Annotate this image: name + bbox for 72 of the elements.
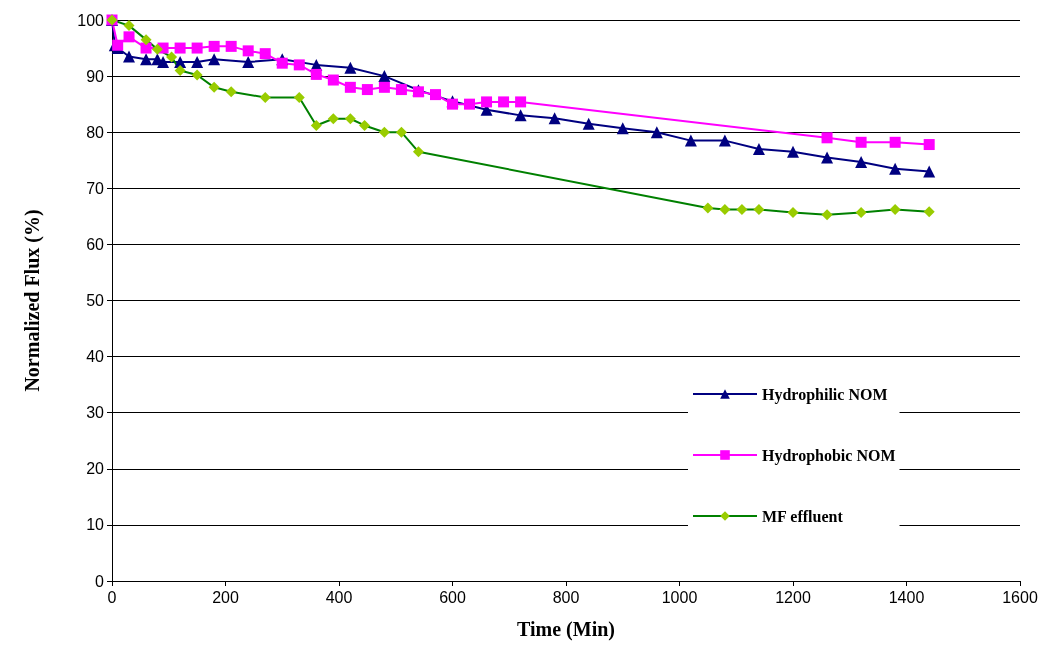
point — [242, 45, 254, 57]
point — [259, 48, 271, 60]
point — [395, 84, 407, 96]
point — [293, 59, 305, 71]
point — [344, 81, 356, 93]
point — [684, 134, 697, 147]
y-tick-label: 0 — [95, 572, 105, 590]
point — [752, 143, 765, 156]
y-tick-label: 40 — [86, 348, 105, 366]
x-tick-label: 1600 — [1002, 588, 1038, 606]
point — [157, 56, 170, 69]
point — [378, 70, 391, 83]
point — [123, 31, 135, 43]
point — [208, 40, 220, 52]
x-tick-label: 1200 — [775, 588, 811, 606]
point — [276, 57, 288, 69]
point — [889, 162, 902, 175]
point — [821, 151, 834, 164]
point — [821, 132, 833, 144]
x-tick-label: 200 — [212, 588, 239, 606]
x-tick-label: 0 — [107, 588, 117, 606]
legend-label: Hydrophobic NOM — [762, 446, 896, 465]
y-tick-label: 100 — [77, 11, 105, 29]
x-tick-label: 800 — [552, 588, 580, 606]
x-tick-label: 600 — [439, 588, 466, 606]
x-tick-label: 400 — [325, 588, 353, 606]
point — [464, 98, 476, 110]
point — [174, 42, 186, 54]
point — [855, 155, 868, 168]
point — [650, 126, 663, 139]
point — [242, 56, 255, 69]
y-tick-label: 90 — [86, 67, 105, 85]
y-tick-label: 60 — [86, 235, 105, 253]
point — [515, 96, 527, 108]
y-tick-label: 70 — [86, 179, 105, 197]
legend-label: Hydrophilic NOM — [762, 385, 888, 404]
point — [481, 96, 493, 108]
y-tick-label: 80 — [86, 123, 105, 141]
point — [225, 40, 237, 52]
point — [112, 39, 124, 51]
point — [616, 122, 629, 135]
y-tick-label: 10 — [86, 516, 105, 534]
point — [582, 117, 595, 130]
point — [514, 109, 527, 122]
point — [889, 136, 901, 148]
point — [787, 145, 799, 158]
point — [718, 134, 731, 147]
y-tick-label: 30 — [86, 404, 105, 422]
point — [140, 53, 153, 66]
point — [327, 74, 339, 86]
point — [429, 89, 441, 101]
point — [191, 56, 204, 69]
point — [548, 112, 561, 125]
x-tick-label: 1000 — [661, 588, 698, 606]
point — [498, 96, 510, 108]
legend-label: MF effluent — [762, 507, 844, 525]
point — [344, 61, 357, 74]
point — [378, 81, 390, 93]
point — [191, 42, 203, 54]
x-tick-label: 1400 — [888, 588, 925, 606]
point — [855, 136, 867, 148]
point — [208, 53, 221, 66]
y-tick-label: 20 — [86, 460, 105, 478]
point — [123, 50, 136, 63]
point — [923, 139, 935, 151]
point — [923, 165, 936, 178]
point — [140, 42, 152, 54]
point — [310, 68, 322, 80]
y-tick-label: 50 — [86, 292, 105, 309]
point — [361, 84, 373, 96]
x-axis-title: Time (Min) — [517, 618, 615, 641]
y-axis-title: Normalized Flux (%) — [21, 209, 44, 392]
